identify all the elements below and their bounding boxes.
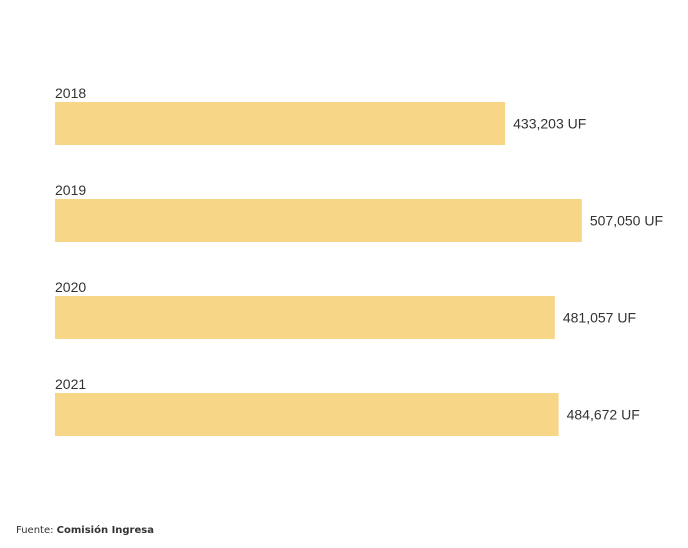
bar-2019 [55, 199, 582, 242]
category-label-2018: 2018 [55, 85, 86, 101]
category-label-2021: 2021 [55, 376, 86, 392]
value-label-2018: 433,203 UF [513, 116, 586, 132]
category-label-2020: 2020 [55, 279, 86, 295]
bar-2020 [55, 296, 555, 339]
value-label-2020: 481,057 UF [563, 310, 636, 326]
value-label-2021: 484,672 UF [567, 407, 640, 423]
source-note: Fuente: Comisión Ingresa [16, 525, 154, 536]
value-label-2019: 507,050 UF [590, 213, 663, 229]
bar-2021 [55, 393, 559, 436]
source-name: Comisión Ingresa [56, 525, 154, 536]
bar-2018 [55, 102, 506, 145]
category-label-2019: 2019 [55, 182, 86, 198]
source-prefix: Fuente: [16, 525, 57, 536]
